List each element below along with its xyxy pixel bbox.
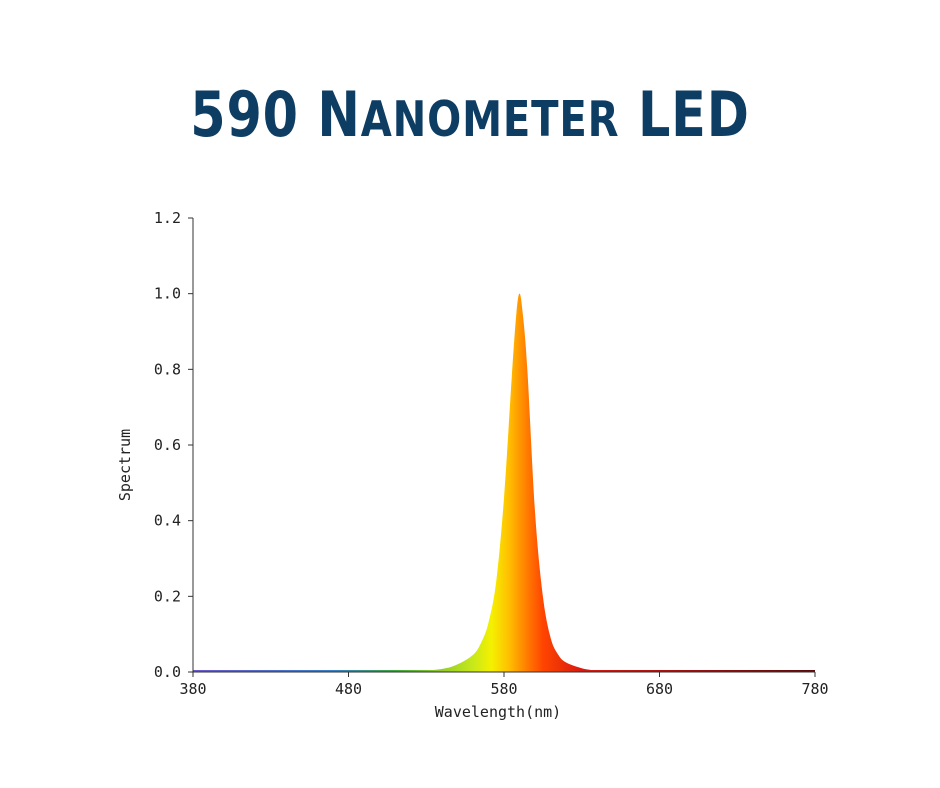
title-word-first: N <box>317 78 361 151</box>
y-axis-label: Spectrum <box>116 429 134 501</box>
y-tick-label: 0.8 <box>154 360 181 378</box>
page-title: 590 NANOMETER LED <box>85 78 856 151</box>
x-axis-label: Wavelength(nm) <box>435 703 561 721</box>
y-tick-label: 0.6 <box>154 436 181 454</box>
x-tick-label: 580 <box>490 680 517 698</box>
y-tick-label: 1.0 <box>154 285 181 303</box>
y-tick-label: 1.2 <box>154 209 181 227</box>
x-tick-label: 380 <box>179 680 206 698</box>
y-tick-label: 0.0 <box>154 663 181 681</box>
x-tick-label: 680 <box>646 680 673 698</box>
y-tick-label: 0.2 <box>154 587 181 605</box>
y-tick-label: 0.4 <box>154 512 181 530</box>
title-led: LED <box>619 78 750 151</box>
axes: 0.0 0.2 0.4 0.6 0.8 1.0 1.2 380 480 580 680 780 <box>154 209 829 698</box>
title-word-rest: ANOMETER <box>360 91 620 148</box>
x-tick-label: 780 <box>801 680 828 698</box>
spectrum-area <box>193 293 815 672</box>
title-lead: 590 <box>190 78 318 151</box>
x-tick-label: 480 <box>335 680 362 698</box>
